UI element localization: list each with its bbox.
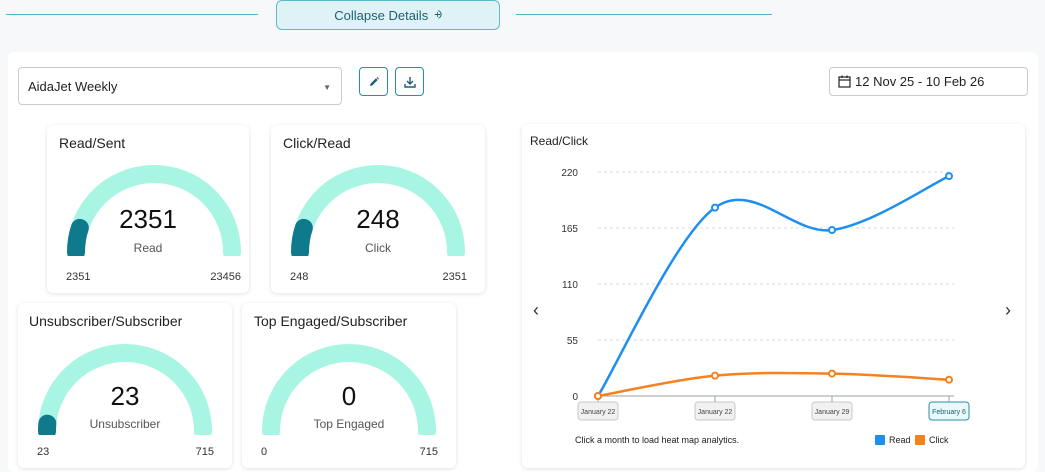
gauge-track bbox=[38, 344, 212, 435]
gauge-max: 2351 bbox=[442, 271, 467, 283]
divider-right bbox=[516, 14, 772, 15]
gauge-min: 248 bbox=[290, 271, 309, 283]
gauge-title: Top Engaged/Subscriber bbox=[254, 313, 408, 329]
data-point-read[interactable] bbox=[711, 203, 719, 212]
chevron-left-icon[interactable]: ‹ bbox=[533, 300, 539, 320]
gauge-sublabel: Unsubscriber bbox=[89, 417, 161, 431]
newsletter-select[interactable]: AidaJet Weekly ▼ bbox=[18, 67, 342, 105]
gauge-sublabel: Top Engaged bbox=[313, 417, 385, 431]
gauge-track bbox=[67, 165, 241, 256]
gauge-min: 2351 bbox=[66, 271, 91, 283]
gauge-card-top-engaged: Top Engaged/Subscriber 0 Top Engaged 0 7… bbox=[242, 303, 456, 468]
gauge-sublabel: Click bbox=[365, 241, 391, 255]
gauge-max: 715 bbox=[419, 446, 438, 458]
chevron-double-up-icon: ⨮ bbox=[434, 8, 442, 21]
date-range-label: 12 Nov 25 - 10 Feb 26 bbox=[855, 74, 985, 89]
gauge-track bbox=[291, 165, 465, 256]
series-line-click bbox=[597, 371, 950, 398]
x-tick-label[interactable]: January 22 bbox=[694, 401, 736, 421]
newsletter-select-value: AidaJet Weekly bbox=[28, 78, 118, 94]
x-tick-label[interactable]: February 6 bbox=[928, 401, 970, 421]
x-tick-label[interactable]: January 29 bbox=[811, 401, 853, 421]
calendar-icon bbox=[838, 75, 851, 88]
data-point-click[interactable] bbox=[945, 375, 953, 384]
series-line-read bbox=[596, 174, 950, 397]
y-tick-label: 55 bbox=[567, 336, 579, 347]
gauge-title: Read/Sent bbox=[59, 135, 126, 151]
gauge-arc bbox=[291, 165, 465, 256]
gauge-card-unsubscriber: Unsubscriber/Subscriber 23 Unsubscriber … bbox=[18, 303, 232, 468]
gauge-min: 0 bbox=[261, 446, 268, 458]
legend-swatch-read bbox=[875, 435, 885, 445]
data-point-read[interactable] bbox=[828, 226, 836, 235]
svg-text:February 6: February 6 bbox=[932, 409, 966, 416]
data-point-read[interactable] bbox=[945, 172, 953, 181]
gauge-max: 715 bbox=[195, 446, 214, 458]
gauge-value: 0 bbox=[341, 381, 357, 411]
gauge-sublabel: Read bbox=[133, 241, 163, 255]
svg-text:January 22: January 22 bbox=[698, 409, 733, 416]
gauge-arc bbox=[262, 344, 436, 435]
chart-title: Read/Click bbox=[530, 134, 589, 148]
y-tick-label: 0 bbox=[572, 392, 578, 403]
caret-down-icon: ▼ bbox=[323, 83, 331, 92]
y-tick-label: 220 bbox=[561, 168, 578, 179]
top-bar: Collapse Details ⨮ bbox=[0, 0, 1045, 44]
gauge-title: Unsubscriber/Subscriber bbox=[29, 313, 183, 329]
collapse-details-button[interactable]: Collapse Details ⨮ bbox=[276, 0, 500, 30]
svg-text:January 29: January 29 bbox=[815, 409, 850, 416]
read-click-chart-card: Read/Click 0 55 110 165 220 January 22 January… bbox=[522, 124, 1025, 468]
gauge-card-read-sent: Read/Sent 2351 Read 2351 23456 bbox=[47, 125, 249, 293]
gauge-max: 23456 bbox=[210, 271, 241, 283]
gauge-min: 23 bbox=[37, 446, 50, 458]
gauge-value: 2351 bbox=[119, 204, 177, 234]
divider-left bbox=[6, 14, 258, 15]
gauge-title: Click/Read bbox=[283, 135, 351, 151]
x-tick-label[interactable]: January 22 bbox=[577, 401, 619, 421]
legend-click[interactable]: Click bbox=[915, 435, 949, 445]
data-point-click[interactable] bbox=[828, 369, 836, 378]
gauge-fill bbox=[67, 218, 89, 256]
legend-label-read: Read bbox=[889, 435, 911, 445]
download-icon bbox=[403, 76, 416, 88]
gauge-track bbox=[262, 344, 436, 435]
legend-read[interactable]: Read bbox=[875, 435, 911, 445]
gauge-value: 23 bbox=[110, 381, 140, 411]
chart-hint: Click a month to load heat map analytics… bbox=[575, 435, 740, 445]
pencil-icon bbox=[369, 76, 379, 86]
svg-text:January 22: January 22 bbox=[581, 409, 616, 416]
gauge-value: 248 bbox=[356, 204, 400, 234]
y-tick-label: 110 bbox=[562, 280, 578, 291]
legend-label-click: Click bbox=[929, 435, 949, 445]
gauge-fill bbox=[291, 218, 313, 256]
line-chart: 0 55 110 165 220 January 22 January 22 January … bbox=[561, 168, 970, 421]
gauge-arc bbox=[67, 165, 241, 256]
date-range-picker[interactable]: 12 Nov 25 - 10 Feb 26 bbox=[829, 67, 1028, 96]
chevron-right-icon[interactable]: › bbox=[1005, 300, 1011, 320]
gauge-arc bbox=[38, 344, 212, 435]
data-point-click[interactable] bbox=[594, 392, 602, 400]
y-tick-label: 165 bbox=[561, 224, 578, 235]
data-point-click[interactable] bbox=[711, 371, 719, 380]
download-button[interactable] bbox=[395, 67, 424, 96]
gauge-card-click-read: Click/Read 248 Click 248 2351 bbox=[271, 125, 485, 293]
legend-swatch-click bbox=[915, 435, 925, 445]
collapse-label: Collapse Details bbox=[334, 7, 429, 23]
edit-button[interactable] bbox=[359, 67, 388, 96]
